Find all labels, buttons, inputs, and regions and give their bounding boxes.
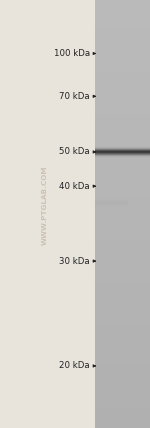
Text: 100 kDa: 100 kDa — [54, 49, 90, 58]
Text: 20 kDa: 20 kDa — [59, 361, 90, 371]
Text: 70 kDa: 70 kDa — [59, 92, 90, 101]
Text: 50 kDa: 50 kDa — [59, 147, 90, 157]
Text: WWW.PTGLAB.COM: WWW.PTGLAB.COM — [42, 166, 48, 245]
Text: 30 kDa: 30 kDa — [59, 256, 90, 266]
Text: 40 kDa: 40 kDa — [59, 181, 90, 191]
